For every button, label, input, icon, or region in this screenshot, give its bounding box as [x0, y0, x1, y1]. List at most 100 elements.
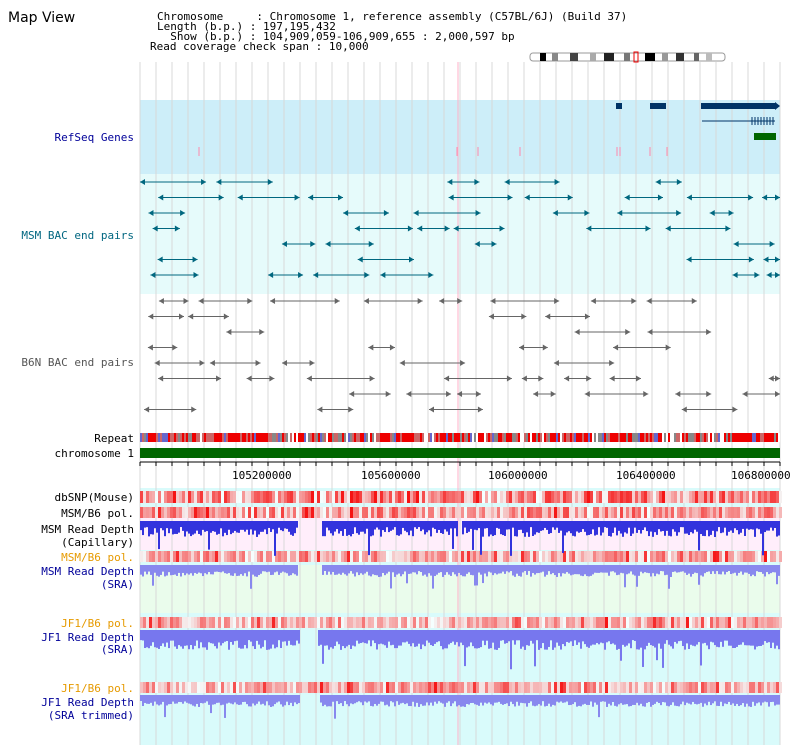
refseq-genes-label[interactable]: RefSeq Genes: [54, 131, 134, 144]
heat-cell: [347, 682, 350, 693]
depth-bar: [330, 521, 332, 534]
heat-cell: [242, 491, 245, 503]
depth-bar: [452, 565, 454, 573]
heat-cell: [686, 617, 689, 628]
depth-bar: [324, 695, 326, 705]
depth-bar: [142, 565, 144, 577]
heat-cell: [281, 682, 284, 693]
depth-bar: [712, 521, 714, 531]
msm-bac-track[interactable]: [140, 179, 780, 278]
depth-bar: [520, 695, 522, 703]
repeat-cell: [244, 433, 246, 442]
repeat-cell: [626, 433, 628, 442]
depth-bar: [692, 630, 694, 646]
depth-bar: [726, 565, 728, 573]
heat-cell: [269, 551, 272, 562]
depth-bar: [540, 521, 542, 531]
b6n-bac-track[interactable]: [144, 298, 780, 413]
heat-cell: [683, 682, 686, 693]
msm-bac-end: [676, 210, 682, 216]
heat-cell: [437, 507, 440, 518]
depth-bar: [262, 521, 264, 532]
heat-cell: [314, 551, 317, 562]
repeat-cell: [472, 433, 474, 442]
depth-bar: [192, 521, 194, 535]
depth-bar: [662, 565, 664, 572]
depth-bar: [430, 565, 432, 576]
heat-cell: [335, 507, 338, 518]
heat-cell: [317, 491, 320, 503]
chromosome-ideogram[interactable]: [529, 51, 726, 63]
depth-bar: [578, 695, 580, 706]
depth-bar: [496, 565, 498, 575]
depth-bar: [178, 695, 180, 702]
repeat-cell: [352, 433, 354, 442]
depth-bar: [478, 565, 480, 573]
depth-bar: [382, 695, 384, 702]
repeat-cell: [384, 433, 386, 442]
chromosome-green-bar: [140, 448, 780, 458]
heat-cell: [152, 551, 155, 562]
depth-bar: [406, 630, 408, 642]
heat-cell: [329, 491, 332, 503]
b6n-bac-end: [369, 375, 375, 382]
heat-cell: [230, 491, 233, 503]
depth-bar: [768, 695, 770, 707]
heat-cell: [194, 617, 197, 628]
ideogram-band: [570, 53, 578, 61]
heat-cell: [374, 507, 377, 518]
heat-cell: [725, 617, 728, 628]
depth-bar: [284, 695, 286, 706]
depth-bar: [160, 521, 162, 529]
heat-cell: [215, 617, 218, 628]
msm-bac-end: [507, 194, 513, 201]
b6n-bac-end: [475, 391, 481, 397]
heat-cell: [740, 617, 743, 628]
b6n-bac-label[interactable]: B6N BAC end pairs: [21, 356, 134, 369]
heat-cell: [338, 507, 341, 518]
heat-cell: [563, 617, 566, 628]
heat-cell: [605, 617, 608, 628]
msm-bac-label[interactable]: MSM BAC end pairs: [21, 229, 134, 242]
repeat-cell: [416, 433, 418, 442]
heat-cell: [230, 551, 233, 562]
heat-cell: [518, 617, 521, 628]
heat-cell: [509, 617, 512, 628]
depth-bar: [374, 695, 376, 704]
depth-bar: [684, 630, 686, 650]
depth-bar: [712, 565, 714, 572]
depth-bar: [212, 695, 214, 705]
heat-cell: [206, 491, 209, 503]
depth-bar: [176, 565, 178, 576]
repeat-cell: [226, 433, 228, 442]
heat-cell: [536, 551, 539, 562]
depth-bar: [448, 630, 450, 645]
heat-cell: [479, 551, 482, 562]
depth-bar: [150, 695, 152, 703]
depth-bar: [228, 695, 230, 703]
depth-bar: [398, 695, 400, 705]
depth-bar: [636, 695, 638, 703]
heat-cell: [473, 491, 476, 503]
heat-cell: [638, 617, 641, 628]
repeat-cell: [298, 433, 300, 442]
depth-bar: [628, 521, 630, 528]
heat-cell: [224, 617, 227, 628]
repeat-cell: [406, 433, 408, 442]
depth-bar: [184, 695, 186, 702]
heat-cell: [683, 507, 686, 518]
refseq-genes-track[interactable]: [198, 102, 780, 156]
msm-bac-end: [524, 194, 530, 201]
heat-cell: [419, 551, 422, 562]
depth-bar: [236, 630, 238, 641]
depth-bar: [376, 695, 378, 706]
depth-bar: [342, 565, 344, 573]
depth-bar: [340, 630, 342, 650]
heat-cell: [410, 682, 413, 693]
heat-cell: [530, 551, 533, 562]
heat-cell: [569, 491, 572, 503]
depth-bar: [758, 565, 760, 572]
depth-bar: [400, 695, 402, 704]
heat-cell: [329, 682, 332, 693]
